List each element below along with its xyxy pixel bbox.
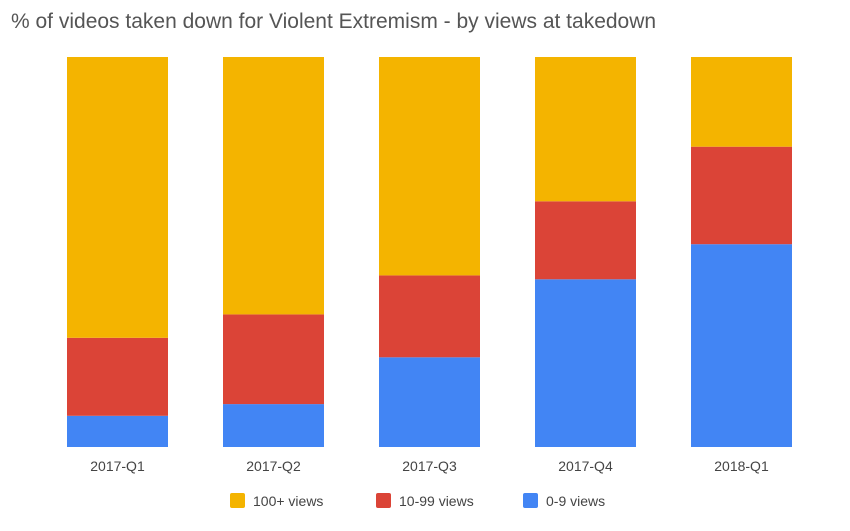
x-tick-label: 2017-Q2 [246, 458, 301, 474]
bar-segment-2018-q1-100-views [691, 57, 792, 147]
bar-segment-2017-q2-100-views [223, 57, 324, 315]
legend: 100+ views 10-99 views 0-9 views [230, 493, 605, 509]
legend-swatch-10-99-views [376, 493, 391, 508]
bar-segment-2017-q3-10-99-views [379, 275, 480, 358]
bar-segment-2017-q4-10-99-views [535, 201, 636, 280]
bar-segment-2017-q1-10-99-views [67, 337, 168, 416]
bar-segment-2017-q1-0-9-views [67, 415, 168, 447]
bars-layer [67, 57, 792, 447]
x-tick-label: 2017-Q3 [402, 458, 457, 474]
legend-label-10-99-views: 10-99 views [399, 493, 474, 509]
chart-title: % of videos taken down for Violent Extre… [11, 10, 657, 33]
legend-item-10-99-views: 10-99 views [376, 493, 474, 509]
legend-label-100-views: 100+ views [253, 493, 323, 509]
bar-segment-2017-q2-0-9-views [223, 404, 324, 447]
x-axis-tick-labels: 2017-Q1 2017-Q2 2017-Q3 2017-Q4 2018-Q1 [90, 458, 769, 474]
bar-segment-2018-q1-10-99-views [691, 146, 792, 245]
bar-segment-2017-q3-0-9-views [379, 357, 480, 447]
bar-segment-2017-q4-100-views [535, 57, 636, 202]
legend-label-0-9-views: 0-9 views [546, 493, 605, 509]
legend-item-0-9-views: 0-9 views [523, 493, 605, 509]
legend-swatch-100-views [230, 493, 245, 508]
legend-item-100-views: 100+ views [230, 493, 323, 509]
bar-segment-2017-q3-100-views [379, 57, 480, 276]
legend-swatch-0-9-views [523, 493, 538, 508]
x-tick-label: 2017-Q1 [90, 458, 145, 474]
bar-segment-2017-q4-0-9-views [535, 279, 636, 447]
bar-segment-2017-q2-10-99-views [223, 314, 324, 405]
x-tick-label: 2018-Q1 [714, 458, 769, 474]
bar-segment-2017-q1-100-views [67, 57, 168, 338]
x-tick-label: 2017-Q4 [558, 458, 613, 474]
bar-segment-2018-q1-0-9-views [691, 244, 792, 447]
